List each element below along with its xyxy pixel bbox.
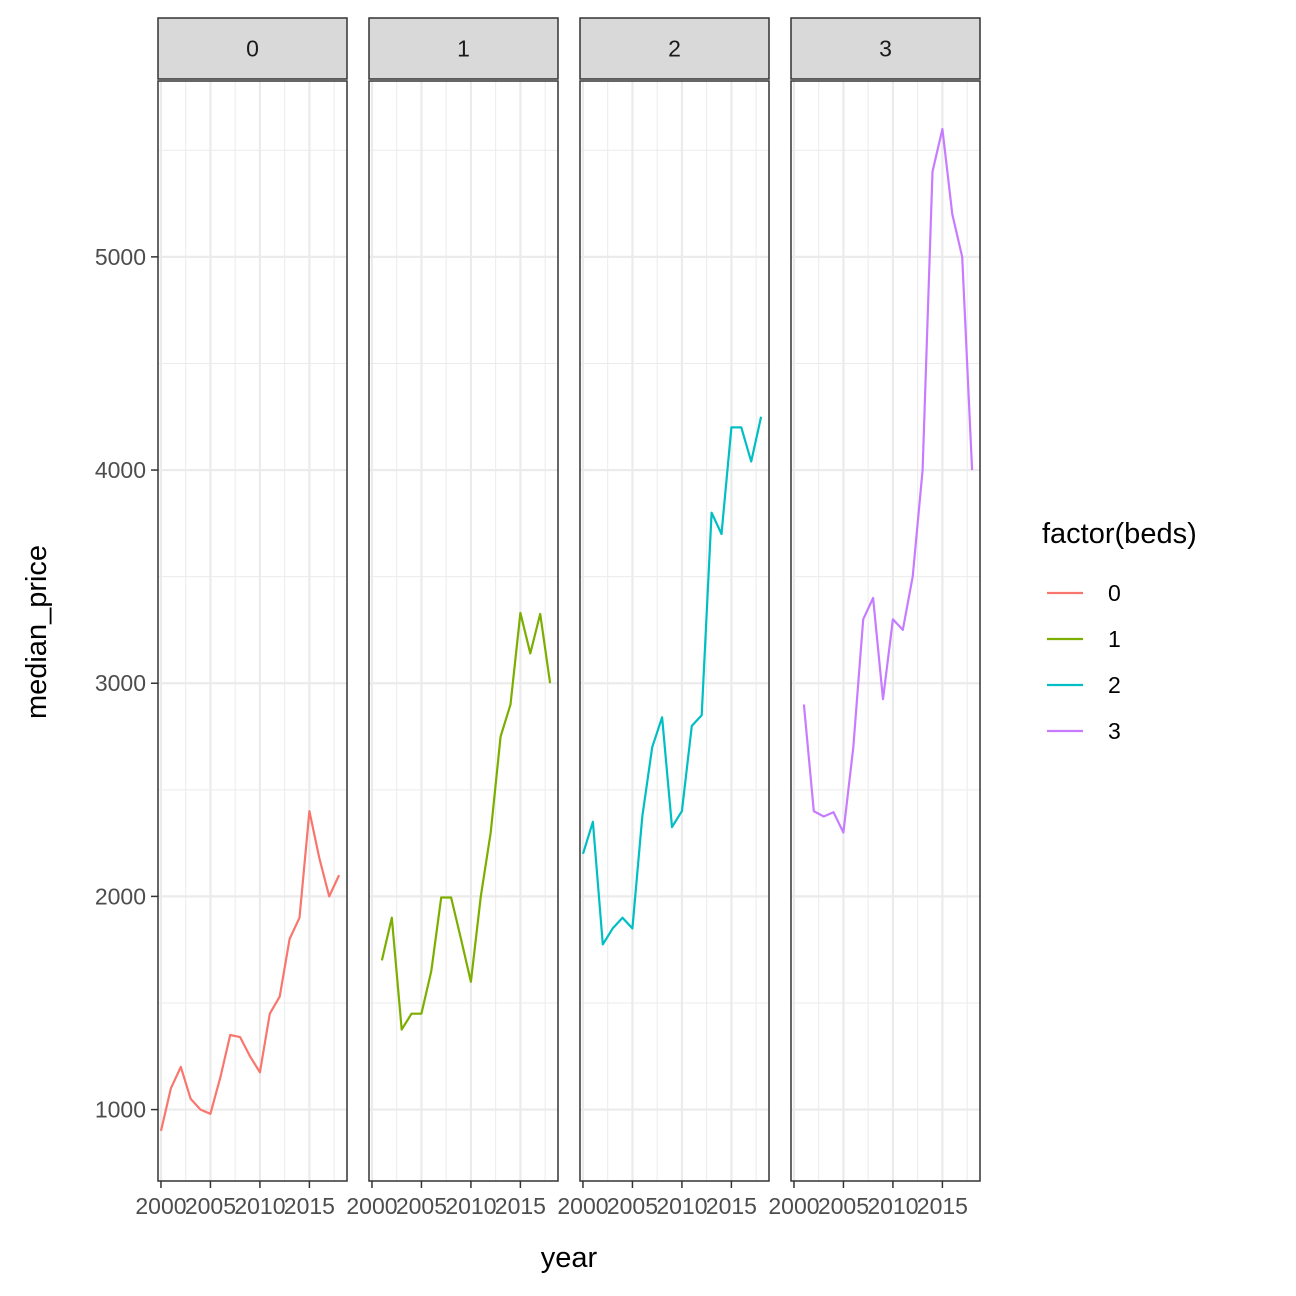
y-axis-title: median_price	[21, 545, 53, 719]
x-tick-label: 2010	[234, 1193, 285, 1219]
facet-strip	[368, 17, 559, 80]
panel-background	[369, 81, 558, 1181]
x-tick-label: 2010	[867, 1193, 918, 1219]
legend: factor(beds) 0 1 2 3	[1042, 518, 1197, 744]
x-axis-title: year	[541, 1242, 598, 1274]
x-tick-label: 2000	[135, 1193, 186, 1219]
x-tick-label: 2000	[768, 1193, 819, 1219]
x-tick-label: 2015	[706, 1193, 757, 1219]
y-tick-label: 1000	[95, 1097, 146, 1123]
panel-border	[790, 80, 981, 1182]
y-tick-label: 5000	[95, 244, 146, 270]
y-tick-label: 2000	[95, 883, 146, 909]
x-tick-label: 2015	[284, 1193, 335, 1219]
facet-strip	[790, 17, 981, 80]
legend-label-3: 3	[1108, 718, 1121, 744]
y-tick-label: 3000	[95, 670, 146, 696]
x-tick-label: 2000	[557, 1193, 608, 1219]
panel-background	[791, 81, 980, 1181]
panel-background	[580, 81, 769, 1181]
x-tick-label: 2010	[656, 1193, 707, 1219]
facet-strip-label: 3	[879, 36, 892, 62]
y-tick-label: 4000	[95, 457, 146, 483]
panel-border	[368, 80, 559, 1182]
legend-label-0: 0	[1108, 580, 1121, 606]
x-tick-label: 2010	[445, 1193, 496, 1219]
x-tick-label: 2000	[346, 1193, 397, 1219]
facet-strip-label: 0	[246, 36, 259, 62]
x-tick-label: 2005	[607, 1193, 658, 1219]
facets-layer: 0200020052010201512000200520102015220002…	[135, 17, 981, 1219]
facet-strip-label: 1	[457, 36, 470, 62]
panel-background	[158, 81, 347, 1181]
facet-strip-label: 2	[668, 36, 681, 62]
y-axis: 1000 2000 3000 4000 5000	[95, 244, 158, 1123]
x-tick-label: 2005	[185, 1193, 236, 1219]
series-line-beds-3	[802, 127, 974, 834]
series-line-beds-1	[380, 611, 552, 1031]
x-tick-label: 2015	[495, 1193, 546, 1219]
legend-label-2: 2	[1108, 672, 1121, 698]
series-line-beds-2	[581, 416, 763, 946]
legend-title: factor(beds)	[1042, 518, 1197, 550]
facet-strip	[579, 17, 770, 80]
facet-strip	[157, 17, 348, 80]
panel-border	[579, 80, 770, 1182]
x-tick-label: 2015	[917, 1193, 968, 1219]
x-tick-label: 2005	[396, 1193, 447, 1219]
x-tick-label: 2005	[818, 1193, 869, 1219]
panel-border	[157, 80, 348, 1182]
series-line-beds-0	[159, 809, 341, 1132]
legend-label-1: 1	[1108, 626, 1121, 652]
